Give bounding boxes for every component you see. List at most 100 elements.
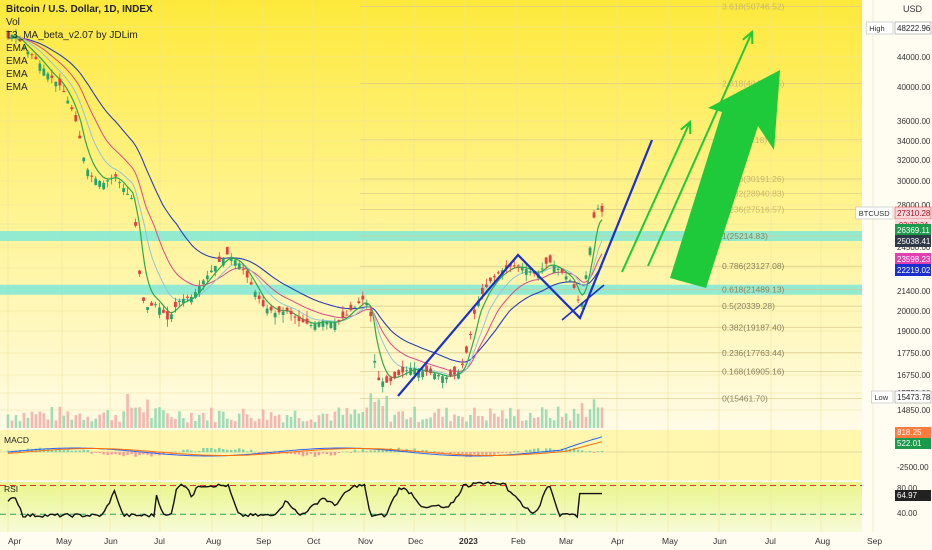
price-tag-label-1: BTCUSD (859, 209, 890, 218)
macd-hist-58 (238, 448, 241, 453)
candle-body-138 (556, 268, 560, 270)
candle-body-146 (588, 247, 592, 255)
macd-hist-54 (222, 448, 225, 453)
candle-body-103 (417, 369, 421, 378)
candle-body-112 (453, 366, 456, 375)
drawings[interactable] (397, 29, 780, 397)
volume-bar-116 (469, 414, 472, 428)
macd-hist-101 (409, 450, 412, 453)
macd-hist-15 (66, 449, 69, 453)
indicator-ema-3[interactable]: EMA (6, 69, 28, 80)
macd-hist-44 (182, 449, 185, 453)
candle-body-7 (34, 56, 38, 60)
volume-bar-139 (560, 416, 564, 428)
volume-bar-90 (365, 407, 369, 428)
volume-bar-59 (241, 408, 245, 428)
price-tick-2: 40000.00 (897, 83, 931, 92)
volume-bar-41 (170, 417, 173, 428)
price-tick-3: 36000.00 (897, 117, 931, 126)
volume-bar-51 (210, 407, 213, 428)
volume-bar-81 (329, 420, 333, 428)
time-tick-1: May (56, 536, 73, 546)
volume-bar-93 (377, 399, 381, 428)
candle-body-115 (465, 346, 468, 353)
volume-bar-1 (10, 420, 14, 428)
macd-hist-82 (333, 452, 337, 456)
volume-bar-80 (325, 413, 329, 428)
indicator-vol[interactable]: Vol (6, 17, 20, 28)
candle-body-134 (540, 268, 544, 270)
candle-body-101 (409, 368, 413, 375)
volume-bar-145 (584, 416, 588, 428)
macd-hist-72 (293, 452, 297, 455)
volume-bar-92 (373, 401, 377, 428)
volume-bar-13 (58, 406, 62, 428)
candle-body-98 (397, 370, 401, 376)
candle-body-40 (166, 311, 169, 320)
volume-bar-19 (82, 419, 86, 428)
price-tag-bg-0 (894, 21, 932, 35)
price-axis[interactable]: 48000.0044000.0040000.0036000.0034000.00… (855, 21, 932, 518)
macd-hist-93 (377, 449, 380, 453)
indicator-ema-4[interactable]: EMA (6, 82, 28, 93)
candle-body-87 (353, 306, 357, 308)
candle-body-125 (504, 265, 508, 269)
candle-body-27 (114, 174, 118, 177)
indicator-ema-2[interactable]: EMA (6, 56, 28, 67)
candle-body-52 (213, 265, 217, 272)
macd-hist-123 (497, 452, 500, 454)
candle-body-83 (337, 319, 341, 321)
macd-hist-6 (30, 448, 34, 453)
volume-bar-23 (98, 414, 101, 428)
macd-hist-31 (130, 452, 133, 455)
macd-hist-57 (234, 449, 237, 453)
macd-hist-115 (465, 452, 468, 457)
candle-body-122 (492, 276, 496, 278)
time-tick-6: Oct (307, 536, 321, 546)
macd-hist-17 (74, 450, 77, 453)
fib-label-5: 1.236(27516.57) (722, 205, 785, 215)
volume-bar-78 (317, 415, 321, 428)
candle-body-50 (205, 275, 209, 280)
volume-bar-85 (345, 407, 349, 428)
candle-body-147 (592, 212, 596, 218)
volume-bar-132 (532, 417, 536, 428)
macd-hist-142 (572, 448, 576, 453)
macd-hist-11 (50, 449, 54, 453)
candle-body-48 (197, 286, 201, 294)
volume-bar-21 (90, 421, 94, 428)
candle-body-59 (241, 269, 245, 271)
time-axis-background (0, 532, 932, 550)
price-tick-1: 44000.00 (897, 53, 931, 62)
macd-hist-128 (517, 451, 520, 453)
volume-bar-126 (509, 407, 512, 428)
candle-body-2 (14, 35, 18, 39)
candle-body-94 (381, 381, 385, 387)
indicator-t3ma[interactable]: T3_MA_beta_v2.07 by JDLim (6, 30, 138, 41)
volume-bar-31 (130, 407, 133, 428)
candle-body-66 (269, 306, 273, 311)
macd-hist-12 (54, 450, 58, 453)
macd-hist-139 (560, 448, 564, 453)
candles (6, 28, 604, 393)
volume-bar-136 (548, 417, 552, 428)
macd-hist-13 (58, 447, 62, 453)
macd-hist-1 (10, 452, 14, 454)
time-axis[interactable]: Apr May Jun Jul Aug Sep Oct Nov Dec 2023 Feb Mar Apr… (8, 536, 882, 546)
macd-hist-126 (509, 452, 512, 454)
candle-body-54 (221, 258, 225, 266)
volume-bar-22 (94, 418, 98, 428)
candle-body-105 (425, 365, 428, 373)
candle-body-69 (281, 311, 285, 316)
candle-body-128 (516, 265, 520, 267)
candle-body-90 (365, 303, 369, 306)
price-tag-label-6: Low (874, 393, 888, 402)
candle-body-85 (345, 314, 349, 316)
volume-bar-48 (198, 414, 201, 428)
macd-hist-49 (202, 448, 205, 453)
macd-hist-24 (102, 452, 105, 455)
indicator-ema-1[interactable]: EMA (6, 43, 28, 54)
volume-bar-46 (190, 412, 193, 428)
macd-hist-136 (548, 448, 552, 453)
